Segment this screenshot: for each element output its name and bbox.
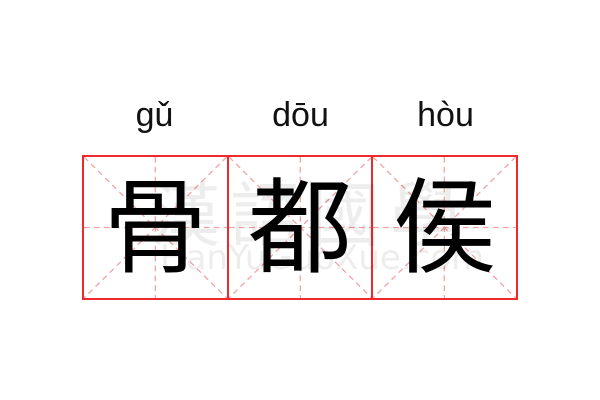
guide-lines — [84, 157, 227, 298]
pinyin-2: dōu — [272, 96, 329, 134]
character-cell-1: 骨 — [84, 157, 227, 298]
pinyin-1: gǔ — [135, 96, 174, 134]
guide-lines — [373, 157, 517, 298]
character-grid: 骨 都 侯 — [82, 155, 518, 300]
character-cell-2: 都 — [226, 157, 372, 298]
character-3: 侯 — [392, 166, 497, 289]
character-cell-3: 侯 — [371, 157, 517, 298]
guide-lines — [228, 157, 372, 298]
character-1: 骨 — [103, 166, 208, 289]
character-2: 都 — [248, 166, 353, 289]
pinyin-3: hòu — [417, 96, 474, 134]
